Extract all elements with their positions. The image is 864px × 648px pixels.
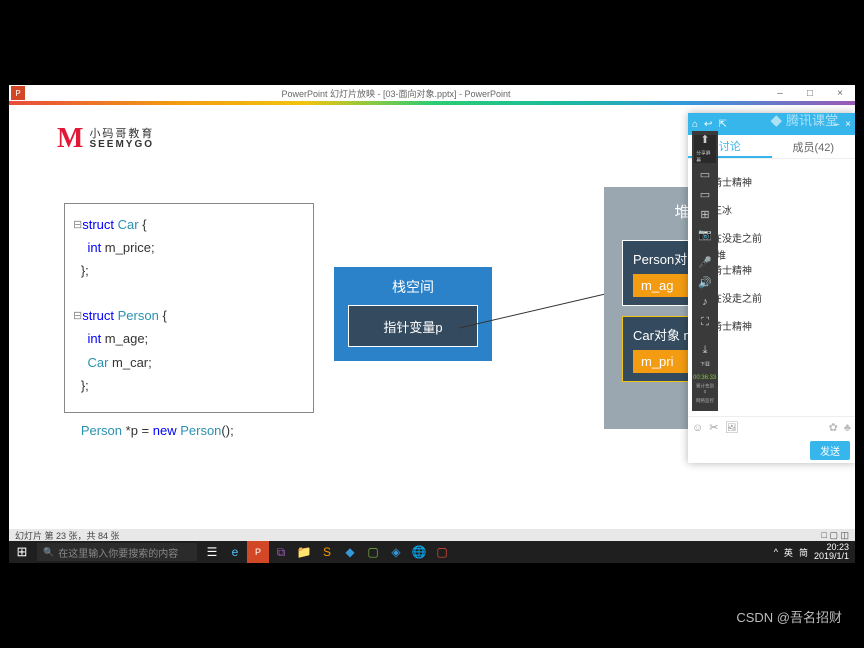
volume-tool-icon[interactable]: 🔊 xyxy=(695,273,715,291)
minimize-button[interactable]: – xyxy=(765,88,795,99)
popout-icon[interactable]: ⇱ xyxy=(718,119,726,130)
send-button[interactable]: 发送 xyxy=(810,441,850,460)
edge-icon[interactable]: e xyxy=(224,541,246,563)
start-button[interactable]: ⊞ xyxy=(9,541,35,563)
chat-text: 都在堆 xyxy=(696,247,849,262)
chat-text: P xyxy=(696,307,849,318)
stat-label: 累计签到0 xyxy=(696,385,714,395)
system-tray[interactable]: ^ 英 简 20:23 2019/1/1 xyxy=(774,543,855,561)
video-tool-icon[interactable]: ▭ xyxy=(695,185,715,203)
view-buttons[interactable]: □ ▢ ◫ xyxy=(822,530,849,541)
close-button[interactable]: × xyxy=(825,88,855,99)
slide-counter: 幻灯片 第 23 张，共 84 张 xyxy=(15,529,120,542)
code-block: ⊟struct Car { int m_price; }; ⊟struct Pe… xyxy=(64,203,314,413)
maximize-button[interactable]: □ xyxy=(795,88,825,99)
ppt-tool-icon[interactable]: ▭ xyxy=(695,165,715,183)
fullscreen-tool-icon[interactable]: ⛶ xyxy=(695,313,715,331)
ime-lang[interactable]: 英 xyxy=(784,546,793,559)
chat-text: 1 xyxy=(696,219,849,230)
camera-tool-icon[interactable]: 📷 xyxy=(695,225,715,243)
music-tool-icon[interactable]: ♪ xyxy=(695,293,715,311)
gift-icon[interactable]: ♣ xyxy=(844,422,851,434)
tray-up-icon[interactable]: ^ xyxy=(774,547,778,557)
taskbar: ⊞ 在这里输入你要搜索的内容 ☰ e P ⧉ 📁 S ◆ ▢ ◈ 🌐 ▢ ^ 英… xyxy=(9,541,855,563)
powerpoint-icon: P xyxy=(11,86,25,100)
stack-pointer-cell: 指针变量p xyxy=(348,305,478,347)
emoji-icon[interactable]: ☺ xyxy=(692,422,703,434)
mic-tool-icon[interactable]: 🎤 xyxy=(695,253,715,271)
app-icon[interactable]: ◆ xyxy=(339,541,361,563)
home-icon[interactable]: ⌂ xyxy=(692,119,698,130)
clock[interactable]: 20:23 2019/1/1 xyxy=(814,543,849,561)
chat-username: 在没走之前 xyxy=(712,230,762,245)
image-icon[interactable]: 🖼 xyxy=(724,421,738,434)
teacher-toolbar: ⬆ 分享屏幕 ▭ ▭ ⊞ 📷 🎤 🔊 ♪ ⛶ ⤓ 下载 00:36:33 累计签… xyxy=(692,131,718,411)
share-screen-button[interactable]: ⬆ 分享屏幕 xyxy=(694,135,716,163)
sublime-icon[interactable]: S xyxy=(316,541,338,563)
chat-text: P xyxy=(696,279,849,290)
logo: M 小码哥教育 SEEMYGO xyxy=(57,123,154,155)
scissors-icon[interactable]: ✂ xyxy=(709,421,718,434)
stat-label: 网络监控 xyxy=(696,399,714,404)
logo-mark: M xyxy=(57,123,83,155)
vs-icon[interactable]: ⧉ xyxy=(270,541,292,563)
minimize-icon[interactable]: – xyxy=(834,119,840,130)
chat-footer: ☺ ✂ 🖼 ✿ ♣ xyxy=(688,416,855,438)
statusbar: 幻灯片 第 23 张，共 84 张 □ ▢ ◫ xyxy=(9,529,855,541)
app-icon[interactable]: ▢ xyxy=(362,541,384,563)
chat-username: 在没走之前 xyxy=(712,290,762,305)
window-titlebar: P PowerPoint 幻灯片放映 - [03-面向对象.pptx] - Po… xyxy=(9,85,855,101)
download-label: 下载 xyxy=(700,360,710,367)
taskbar-apps: ☰ e P ⧉ 📁 S ◆ ▢ ◈ 🌐 ▢ xyxy=(201,541,453,563)
taskbar-search[interactable]: 在这里输入你要搜索的内容 xyxy=(37,543,197,561)
chat-text: 1 xyxy=(696,163,849,174)
add-tool-icon[interactable]: ⊞ xyxy=(695,205,715,223)
ime-mode[interactable]: 简 xyxy=(799,546,808,559)
close-icon[interactable]: × xyxy=(845,119,851,130)
csdn-watermark: CSDN @吾名招财 xyxy=(736,607,842,626)
chrome-icon[interactable]: 🌐 xyxy=(408,541,430,563)
back-icon[interactable]: ↩ xyxy=(704,119,712,130)
explorer-icon[interactable]: 📁 xyxy=(293,541,315,563)
chat-username: 骑士精神 xyxy=(712,174,752,189)
stack-diagram: 栈空间 指针变量p xyxy=(334,267,492,361)
task-view-icon[interactable]: ☰ xyxy=(201,541,223,563)
app-icon[interactable]: ◈ xyxy=(385,541,407,563)
logo-en-text: SEEMYGO xyxy=(89,140,154,150)
logo-cn-text: 小码哥教育 xyxy=(89,129,154,140)
tab-members[interactable]: 成员(42) xyxy=(772,135,856,158)
window-title: PowerPoint 幻灯片放映 - [03-面向对象.pptx] - Powe… xyxy=(27,87,765,100)
stack-title: 栈空间 xyxy=(334,267,492,305)
chat-username: 骑士精神 xyxy=(712,262,752,277)
chat-text: 1 xyxy=(696,191,849,202)
app-icon[interactable]: ▢ xyxy=(431,541,453,563)
chat-username: 骑士精神 xyxy=(712,318,752,333)
download-icon[interactable]: ⤓ xyxy=(695,341,715,359)
flower-icon[interactable]: ✿ xyxy=(829,421,838,434)
timer: 00:36:33 xyxy=(693,375,716,381)
powerpoint-icon[interactable]: P xyxy=(247,541,269,563)
